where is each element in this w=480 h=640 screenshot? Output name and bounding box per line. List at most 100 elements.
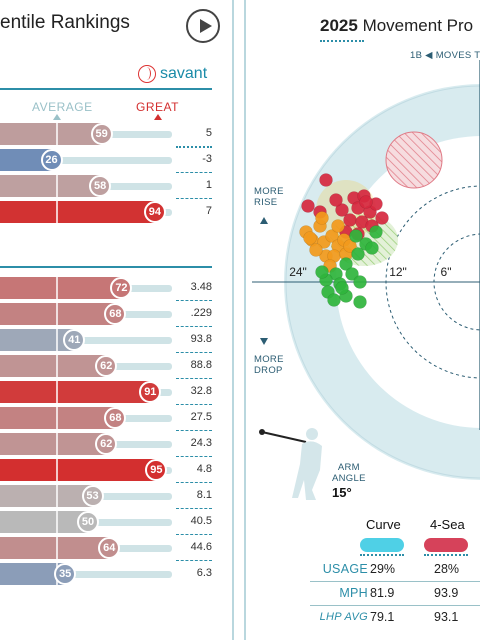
row-separator [176,198,212,199]
header-divider [0,88,212,90]
percentile-bar [0,433,109,455]
panel-title: entile Rankings [0,12,130,33]
play-icon[interactable] [186,9,220,43]
percentile-bar [0,149,54,171]
stat-label: LHP AVG [319,611,368,623]
stat-value: 40.5 [190,515,212,527]
row-separator [176,560,212,561]
percentile-row: 41 93.8 [0,329,232,351]
percentile-track [0,337,172,344]
stat-value: .229 [190,307,212,319]
pitcher-silhouette-icon [259,428,322,500]
stat-value: 27.5 [190,411,212,423]
movement-title: 2025 Movement Pro [320,16,473,36]
title-underline [320,40,364,42]
average-line [56,123,58,145]
pitch-dot [349,229,363,243]
row-separator [176,146,212,148]
pitch-dot [375,211,389,225]
title-text: Movement Pro [362,16,474,35]
pitch-dot [329,193,343,207]
pitch-dot [345,267,359,281]
row-separator [176,508,212,509]
pitch-dot [319,173,333,187]
stat-value: 88.8 [190,359,212,371]
percentile-bar [0,485,95,507]
pitch-dot [315,265,329,279]
stat-value: 81.9 [370,586,395,600]
percentile-badge: 62 [95,433,118,455]
pitch-color-pill[interactable] [424,538,468,552]
more-rise-label: MORE RISE [254,186,284,208]
stat-value: 29% [370,562,396,576]
stat-value: 28% [434,562,460,576]
row-separator [176,326,212,327]
percentile-bar [0,277,124,299]
percentile-badge: 58 [89,175,112,197]
percentile-row: 91 32.8 [0,381,232,403]
savant-logo: savant [138,65,207,83]
movement-profile-panel: 2025 Movement Pro 1B ◀ MOVES T 24" 12" 6" … [244,0,480,640]
arm-angle-label: ARM ANGLE [332,462,366,484]
pitch-dot [325,229,339,243]
stat-value: 7 [205,205,212,217]
pill-underline [360,554,404,556]
stat-value: 93.8 [190,333,212,345]
percentile-badge: 64 [98,537,121,559]
pitch-color-pill[interactable] [360,538,404,552]
great-marker-icon [154,114,162,120]
stat-value: -3 [202,153,212,165]
average-line [56,355,58,377]
stat-value: 8.1 [196,489,212,501]
percentile-row: 58 1 [0,175,232,197]
percentile-bar [0,201,157,223]
percentile-bar [0,381,153,403]
title-year: 2025 [320,16,358,35]
row-separator [176,534,212,535]
pitch-dot [365,241,379,255]
average-line [56,485,58,507]
more-drop-label: MORE DROP [254,354,284,376]
row-separator [176,404,212,405]
great-header: GREAT [136,100,179,114]
percentile-row: 64 44.6 [0,537,232,559]
percentile-row: 62 24.3 [0,433,232,455]
percentile-row: 35 6.3 [0,563,232,585]
average-line [56,175,58,197]
percentile-badge: 26 [40,149,63,171]
percentile-row: 68 27.5 [0,407,232,429]
arm-angle-value: 15° [332,485,352,500]
savant-brand-text: savant [160,65,208,82]
stat-value: 5 [205,127,212,139]
stat-value: 24.3 [190,437,212,449]
pitch-dot [309,243,323,257]
stat-value: 3.48 [190,281,212,293]
percentile-bar [0,123,104,145]
percentile-row: 95 4.8 [0,459,232,481]
average-line [56,277,58,299]
percentile-badge: 35 [54,563,77,585]
percentile-badge: 53 [81,485,104,507]
pitch-dot [343,213,357,227]
percentile-badge: 50 [77,511,99,533]
baseball-icon [138,65,156,83]
percentile-bar [0,563,68,585]
average-marker-icon [53,114,61,120]
percentile-badge: 95 [145,459,168,481]
percentile-row: 94 7 [0,201,232,223]
average-line [56,537,58,559]
percentile-badge: 68 [104,303,127,325]
average-line [56,459,58,481]
row-separator [176,456,212,457]
percentile-bar [0,459,159,481]
percentile-badge: 59 [90,123,113,145]
stat-value: 6.3 [196,567,212,579]
percentile-badge: 41 [63,329,86,351]
drop-arrow-icon [260,338,268,345]
percentile-row: 68 .229 [0,303,232,325]
percentile-bar [0,303,118,325]
rise-arrow-icon [260,217,268,224]
stat-value: 1 [205,179,212,191]
pitch-dot [335,203,349,217]
stat-separator [310,581,480,582]
